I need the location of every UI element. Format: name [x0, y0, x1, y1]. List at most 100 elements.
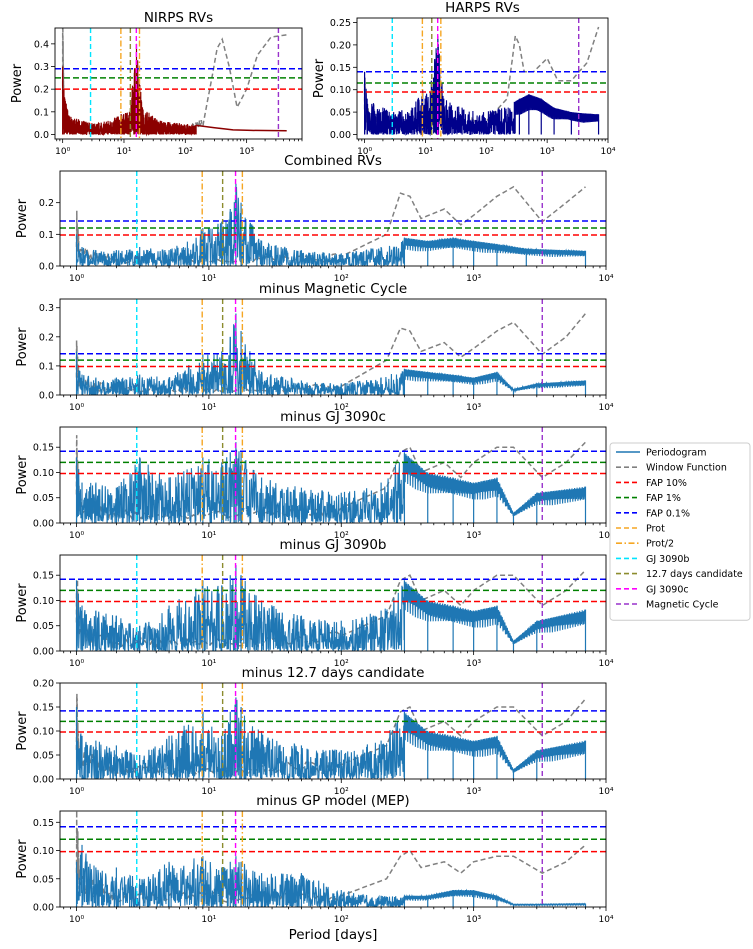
x-tick-label: 10¹: [201, 659, 216, 669]
legend-label: Window Function: [646, 463, 727, 474]
x-tick-label: 10²: [334, 274, 349, 284]
y-tick-label: 0.0: [34, 130, 49, 141]
x-tick-label: 10²: [334, 659, 349, 669]
x-tick-label: 10⁴: [598, 531, 613, 541]
y-axis-label: Power: [10, 63, 25, 103]
plot-area: [60, 555, 606, 651]
y-tick-label: 0.15: [33, 703, 54, 714]
panel-title: Combined RVs: [284, 153, 382, 169]
y-tick-label: 0.10: [33, 596, 54, 607]
x-tick-label: 10⁰: [69, 787, 84, 797]
x-tick-label: 10²: [334, 531, 349, 541]
x-tick-label: 10¹: [201, 274, 216, 284]
window-function-line: [75, 693, 587, 777]
y-tick-label: 0.20: [33, 679, 54, 690]
periodogram-line: [364, 44, 600, 137]
x-tick-label: 10¹: [201, 787, 216, 797]
plot-area: [55, 28, 302, 139]
legend-label: 12.7 days candidate: [646, 569, 743, 580]
x-axis-label: Period [days]: [289, 927, 378, 943]
periodogram-line: [62, 60, 197, 137]
y-tick-label: 0.15: [33, 571, 54, 582]
axes-frame: [356, 17, 609, 140]
x-tick-label: 10⁰: [69, 915, 84, 925]
y-tick-label: 0.3: [34, 62, 49, 73]
y-tick-label: 0.10: [33, 727, 54, 738]
x-tick-label: 10⁴: [598, 659, 613, 669]
legend-label: FAP 0.1%: [646, 508, 690, 519]
x-tick-label: 10⁴: [598, 274, 613, 284]
y-axis-label: Power: [312, 58, 327, 98]
periodogram-line: [75, 573, 587, 651]
y-tick-label: 0.10: [33, 846, 54, 857]
plot-area: [60, 299, 606, 395]
panel-title: HARPS RVs: [445, 0, 520, 16]
y-tick-label: 0.00: [33, 775, 54, 786]
plot-area: [60, 811, 606, 907]
y-tick-label: 0.0: [39, 262, 54, 273]
panel-1: 0.0 0.1 0.2 0.3 0.4 10⁰ 10¹ 10² 10³ NIRPS RVs Powe…: [10, 10, 303, 157]
y-tick-label: 0.2: [39, 332, 54, 343]
y-tick-label: 0.00: [33, 519, 54, 530]
y-tick-label: 0.10: [330, 85, 351, 96]
plot-area: [60, 427, 606, 523]
x-tick-label: 10⁰: [357, 147, 372, 157]
panel-title: minus GJ 3090c: [280, 409, 386, 425]
panel-4: 0.0 0.1 0.2 0.3 10⁰ 10¹ 10² 10³ 10⁴ minus Magneti…: [15, 281, 614, 413]
x-tick-label: 10¹: [116, 147, 131, 157]
panel-7: 0.00 0.05 0.10 0.15 0.20 10⁰ 10¹ 10² 10³ 10⁴ minus…: [15, 665, 614, 797]
y-tick-label: 0.15: [33, 443, 54, 454]
y-axis-label: Power: [15, 198, 30, 238]
periodogram-line: [75, 699, 587, 779]
axes-frame: [59, 170, 607, 267]
legend-label: GJ 3090b: [646, 554, 689, 565]
axes-frame: [54, 27, 303, 140]
x-tick-label: 10³: [466, 531, 481, 541]
legend-label: Periodogram: [646, 448, 706, 459]
y-tick-label: 0.3: [39, 303, 54, 314]
y-tick-label: 0.1: [39, 361, 54, 372]
panel-5: 0.00 0.05 0.10 0.15 10⁰ 10¹ 10² 10³ 10⁴ minus GJ …: [15, 409, 614, 541]
y-tick-label: 0.05: [33, 751, 54, 762]
x-tick-label: 10⁰: [69, 531, 84, 541]
y-tick-label: 0.00: [33, 903, 54, 914]
periodogram-line: [75, 186, 587, 266]
x-tick-label: 10⁰: [69, 659, 84, 669]
x-tick-label: 10⁴: [598, 787, 613, 797]
axes-frame: [59, 810, 607, 908]
x-tick-label: 10⁴: [598, 915, 613, 925]
panel-title: minus GP model (MEP): [256, 793, 409, 809]
y-tick-label: 0.15: [330, 63, 351, 74]
periodogram-tail-line: [196, 124, 287, 132]
y-tick-label: 0.05: [33, 874, 54, 885]
axes-frame: [59, 426, 607, 524]
y-axis-label: Power: [15, 327, 30, 367]
y-tick-label: 0.4: [34, 39, 49, 50]
y-tick-label: 0.20: [330, 40, 351, 51]
x-tick-label: 10²: [479, 147, 494, 157]
legend: Periodogram Window Function FAP 10% FAP 1% F…: [609, 442, 751, 621]
axes-frame: [59, 554, 607, 652]
y-tick-label: 0.05: [33, 621, 54, 632]
y-tick-label: 0.0: [39, 391, 54, 402]
legend-label: FAP 10%: [646, 478, 687, 489]
x-tick-label: 10²: [334, 403, 349, 413]
panel-title: minus GJ 3090b: [280, 537, 387, 553]
legend-label: Prot/2: [646, 539, 674, 550]
x-tick-label: 10²: [334, 787, 349, 797]
y-tick-label: 0.1: [39, 230, 54, 241]
legend-label: Magnetic Cycle: [646, 600, 719, 611]
panel-8: 0.00 0.05 0.10 0.15 10⁰ 10¹ 10² 10³ 10⁴ minus GP …: [15, 793, 614, 943]
x-tick-label: 10²: [178, 147, 193, 157]
y-tick-label: 0.15: [33, 818, 54, 829]
periodogram-line: [75, 852, 586, 907]
axes-frame: [59, 298, 607, 396]
x-tick-label: 10³: [540, 147, 555, 157]
y-axis-label: Power: [15, 583, 30, 623]
x-tick-label: 10³: [466, 659, 481, 669]
x-tick-label: 10⁴: [598, 403, 613, 413]
x-tick-label: 10³: [239, 147, 254, 157]
y-tick-label: 0.05: [33, 493, 54, 504]
panel-3: 0.0 0.1 0.2 10⁰ 10¹ 10² 10³ 10⁴ Combined RVs Powe…: [15, 153, 614, 284]
